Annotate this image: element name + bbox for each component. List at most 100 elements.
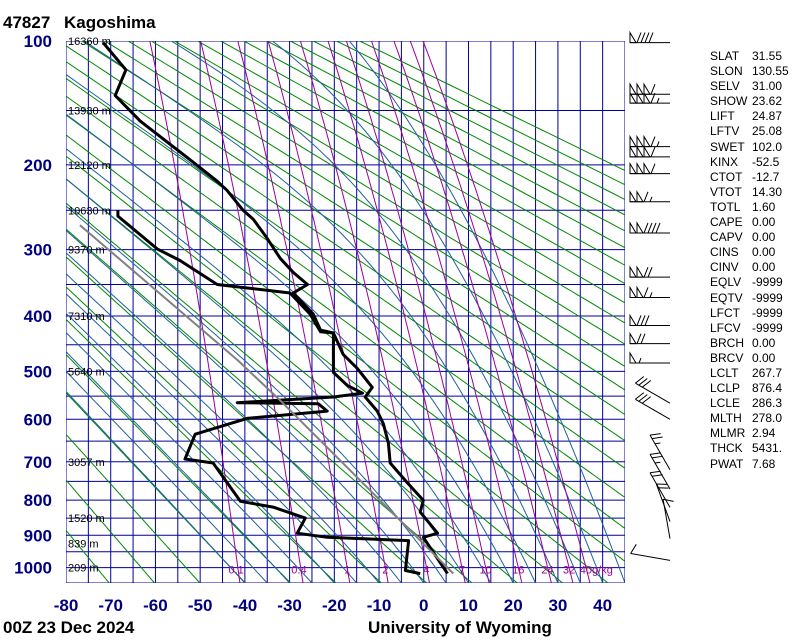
barb-full	[640, 333, 646, 344]
index-key: EQLV	[710, 275, 742, 290]
barb-full	[647, 266, 653, 278]
mixing-ratio-line	[200, 41, 304, 583]
barb-full	[651, 436, 663, 440]
index-key: VTOT	[710, 184, 742, 199]
index-row: LFCV -9999	[710, 321, 789, 336]
index-value: 0.00	[752, 230, 776, 245]
x-tick-label: 40	[593, 596, 612, 615]
wind-barb	[629, 285, 670, 298]
barb-half	[638, 357, 642, 364]
mixing-ratio-line	[267, 41, 389, 583]
dry-adiabat	[66, 529, 110, 583]
dry-adiabat	[66, 77, 625, 469]
barb-full	[635, 376, 645, 384]
dry-adiabat	[197, 41, 625, 285]
index-row: LIFT 24.87	[710, 109, 789, 124]
mixing-ratio-label-group: 2	[382, 565, 388, 577]
y-tick-label: 300	[24, 241, 52, 260]
index-key: LFCT	[710, 305, 740, 320]
height-label: 7310 m	[68, 311, 105, 323]
barb-full	[635, 392, 645, 400]
index-row: SELV 31.00	[710, 79, 789, 94]
index-row: SLAT 31.55	[710, 49, 789, 64]
barb-full	[636, 32, 642, 43]
barb-full	[640, 32, 646, 43]
dry-adiabat	[266, 41, 625, 232]
wind-barb	[629, 351, 670, 364]
moist-adiabat	[66, 350, 290, 583]
moist-adiabat	[66, 293, 358, 583]
index-value: 0.00	[752, 245, 776, 260]
barb-full	[650, 84, 656, 95]
x-tick-label: -60	[143, 596, 168, 615]
x-tick-label: 0	[419, 596, 428, 615]
index-value: 286.3	[752, 396, 783, 411]
mixing-ratio-label: 40	[580, 565, 592, 577]
index-row: CINS 0.00	[710, 245, 789, 260]
wind-barb	[629, 331, 670, 345]
index-value: 1.60	[752, 199, 776, 214]
mixing-ratio-label-group: 32	[563, 565, 575, 577]
index-key: BRCH	[710, 335, 745, 350]
index-value: 31.00	[752, 79, 783, 94]
dry-adiabat	[66, 202, 518, 583]
index-key: LFCV	[710, 320, 741, 335]
index-key: SHOW	[710, 94, 748, 109]
sounding-indices: SLAT 31.55 SLON 130.55 SELV 31.00 SHOW 23.62 LIF…	[710, 49, 789, 472]
index-value: 0.00	[752, 350, 776, 365]
mixing-ratio-line	[327, 41, 466, 583]
mixing-ratio-label-group: 0.4	[291, 565, 306, 577]
height-label: 839 m	[68, 539, 99, 551]
moist-adiabat	[66, 252, 402, 583]
barb-full	[650, 146, 656, 158]
y-tick-label: 600	[24, 410, 52, 429]
wind-barb	[629, 145, 670, 158]
index-row: LCLE 286.3	[710, 396, 789, 411]
index-key: LCLT	[710, 365, 739, 380]
mixing-ratio-label-group: 4	[423, 565, 429, 577]
mixing-ratio-label: 0.4	[291, 565, 306, 577]
wind-barb	[629, 189, 670, 203]
wind-barb	[635, 376, 671, 404]
moist-adiabat	[66, 147, 492, 583]
barb-full	[644, 32, 650, 43]
mixing-ratio-line	[393, 41, 552, 583]
mixing-ratio-label: 32	[563, 565, 575, 577]
barb-staff	[630, 552, 671, 561]
wind-barb	[629, 265, 670, 278]
wind-barb	[649, 433, 671, 471]
index-key: CAPE	[710, 215, 743, 230]
y-tick-label: 800	[24, 491, 52, 510]
mixing-ratio-label-group: 24	[541, 565, 553, 577]
barb-staff	[635, 398, 671, 420]
dry-adiabat	[66, 61, 625, 442]
mixing-ratio-line	[371, 41, 523, 583]
barb-flag	[636, 265, 644, 278]
barb-flag	[636, 161, 644, 175]
dry-adiabat	[174, 41, 625, 304]
dry-adiabat	[104, 41, 625, 368]
dry-adiabat	[66, 318, 337, 583]
index-row: CAPV 0.00	[710, 230, 789, 245]
barb-full	[655, 222, 661, 234]
index-value: -9999	[752, 290, 783, 305]
barb-flag	[629, 161, 637, 175]
index-row: LCLP 876.4	[710, 381, 789, 396]
moist-adiabat	[66, 370, 268, 583]
wind-barb	[662, 498, 674, 539]
mixing-ratio-line	[299, 41, 430, 583]
barb-flag	[636, 189, 644, 203]
dry-adiabat	[66, 433, 201, 583]
barb-staff	[649, 434, 671, 471]
x-tick-label: 30	[548, 596, 567, 615]
index-value: 14.30	[752, 184, 783, 199]
index-key: SLON	[710, 64, 743, 79]
mixing-ratio-label: 0.1	[229, 565, 244, 577]
barb-full	[630, 544, 637, 554]
index-row: EQLV -9999	[710, 275, 789, 290]
index-key: SWET	[710, 139, 745, 154]
index-key: KINX	[710, 154, 739, 169]
barb-full	[649, 470, 661, 474]
dry-adiabat	[243, 41, 625, 249]
index-key: MLMR	[710, 426, 746, 441]
